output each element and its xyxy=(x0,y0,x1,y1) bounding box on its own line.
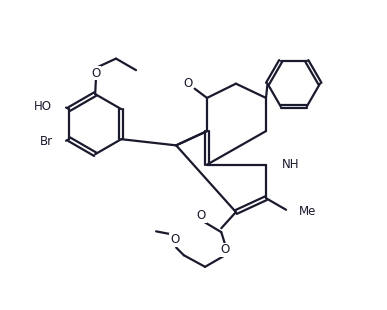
Text: NH: NH xyxy=(282,158,300,171)
Text: O: O xyxy=(221,243,230,256)
Text: O: O xyxy=(197,209,206,222)
Text: Br: Br xyxy=(40,135,53,148)
Text: Me: Me xyxy=(298,205,316,218)
Text: HO: HO xyxy=(34,100,52,113)
Text: O: O xyxy=(91,67,101,80)
Text: O: O xyxy=(170,233,179,246)
Text: O: O xyxy=(183,77,192,90)
